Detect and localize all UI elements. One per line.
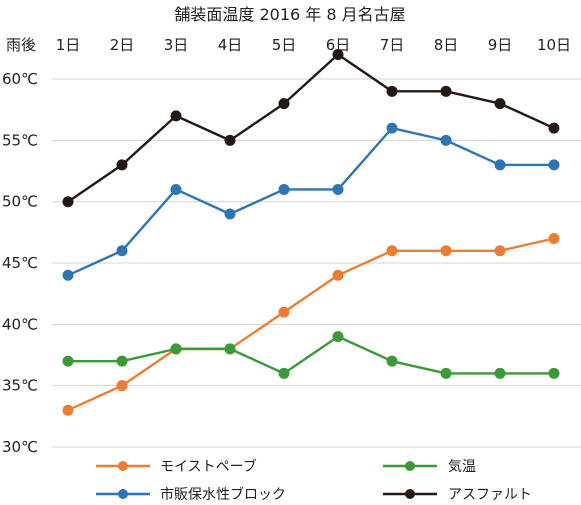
- grid-lines: [52, 78, 581, 448]
- data-point: [440, 367, 452, 379]
- y-tick-label: 35℃: [2, 377, 38, 395]
- data-point: [386, 245, 398, 257]
- x-tick-label: 5日: [272, 36, 297, 54]
- data-point: [548, 159, 560, 171]
- series-group: [62, 233, 560, 416]
- x-tick-label: 1日: [56, 36, 81, 54]
- data-point: [278, 98, 290, 110]
- legend-swatch-marker: [118, 461, 128, 471]
- data-point: [386, 355, 398, 367]
- y-tick-label: 50℃: [2, 193, 38, 211]
- data-point: [494, 367, 506, 379]
- series-line: [67, 126, 554, 277]
- data-point: [494, 245, 506, 257]
- data-point: [116, 355, 128, 367]
- y-tick-label: 45℃: [2, 254, 38, 272]
- x-tick-label: 2日: [110, 36, 135, 54]
- data-point: [116, 159, 128, 171]
- data-point: [170, 110, 182, 122]
- data-point: [62, 269, 74, 281]
- legend-item: アスファルト: [383, 487, 532, 503]
- data-point: [62, 404, 74, 416]
- data-point: [332, 183, 344, 195]
- data-point: [224, 134, 236, 146]
- x-prefix-label: 雨後: [6, 36, 36, 54]
- data-point: [386, 122, 398, 134]
- legend-label: 市販保水性ブロック: [160, 486, 286, 503]
- x-tick-label: 8日: [434, 36, 459, 54]
- data-point: [332, 331, 344, 343]
- data-point: [278, 306, 290, 318]
- x-tick-label: 4日: [218, 36, 243, 54]
- data-point: [224, 343, 236, 355]
- legend-swatch-marker: [405, 489, 415, 499]
- data-point: [170, 343, 182, 355]
- data-point: [494, 159, 506, 171]
- x-tick-label: 3日: [164, 36, 189, 54]
- data-point: [494, 98, 506, 110]
- legend-label: モイストペーブ: [160, 458, 257, 475]
- data-point: [548, 122, 560, 134]
- data-point: [440, 134, 452, 146]
- series-line: [68, 335, 554, 375]
- y-tick-label: 30℃: [2, 438, 38, 456]
- data-point: [62, 196, 74, 208]
- series-group: [62, 49, 560, 208]
- data-point: [386, 85, 398, 97]
- x-axis-ticks: 1日 2日 3日 4日 5日 6日 7日 8日 9日 10日: [56, 36, 571, 54]
- data-point: [332, 269, 344, 281]
- chart-title: 舗装面温度 2016 年 8 月名古屋: [174, 5, 405, 24]
- y-tick-label: 40℃: [2, 315, 38, 333]
- data-point: [278, 367, 290, 379]
- series-line: [67, 53, 555, 203]
- legend-swatch-marker: [118, 489, 128, 499]
- data-point: [548, 233, 560, 244]
- data-point: [116, 245, 128, 257]
- data-point: [548, 367, 560, 379]
- x-tick-label: 7日: [380, 36, 405, 54]
- series-layer: [62, 49, 560, 416]
- legend-label: アスファルト: [448, 487, 532, 503]
- legend-item: モイストペーブ: [96, 458, 257, 475]
- x-tick-label: 6日: [326, 36, 351, 54]
- y-tick-label: 55℃: [2, 131, 38, 149]
- legend-item: 市販保水性ブロック: [96, 486, 286, 503]
- data-point: [440, 245, 452, 257]
- series-group: [62, 331, 560, 379]
- legend-swatch-marker: [405, 461, 415, 471]
- data-point: [278, 183, 290, 195]
- x-tick-label: 9日: [488, 36, 513, 54]
- data-point: [332, 49, 344, 61]
- y-tick-label: 60℃: [2, 70, 38, 88]
- series-group: [62, 122, 560, 281]
- y-axis-ticks: 60℃ 55℃ 50℃ 45℃ 40℃ 35℃ 30℃: [2, 70, 38, 456]
- data-point: [440, 85, 452, 97]
- x-tick-label: 10日: [537, 36, 571, 54]
- series-line: [67, 237, 555, 412]
- data-point: [224, 208, 236, 220]
- data-point: [170, 183, 182, 195]
- legend-item: 気温: [383, 459, 476, 475]
- legend-label: 気温: [448, 459, 476, 475]
- data-point: [116, 380, 128, 392]
- data-point: [62, 355, 74, 367]
